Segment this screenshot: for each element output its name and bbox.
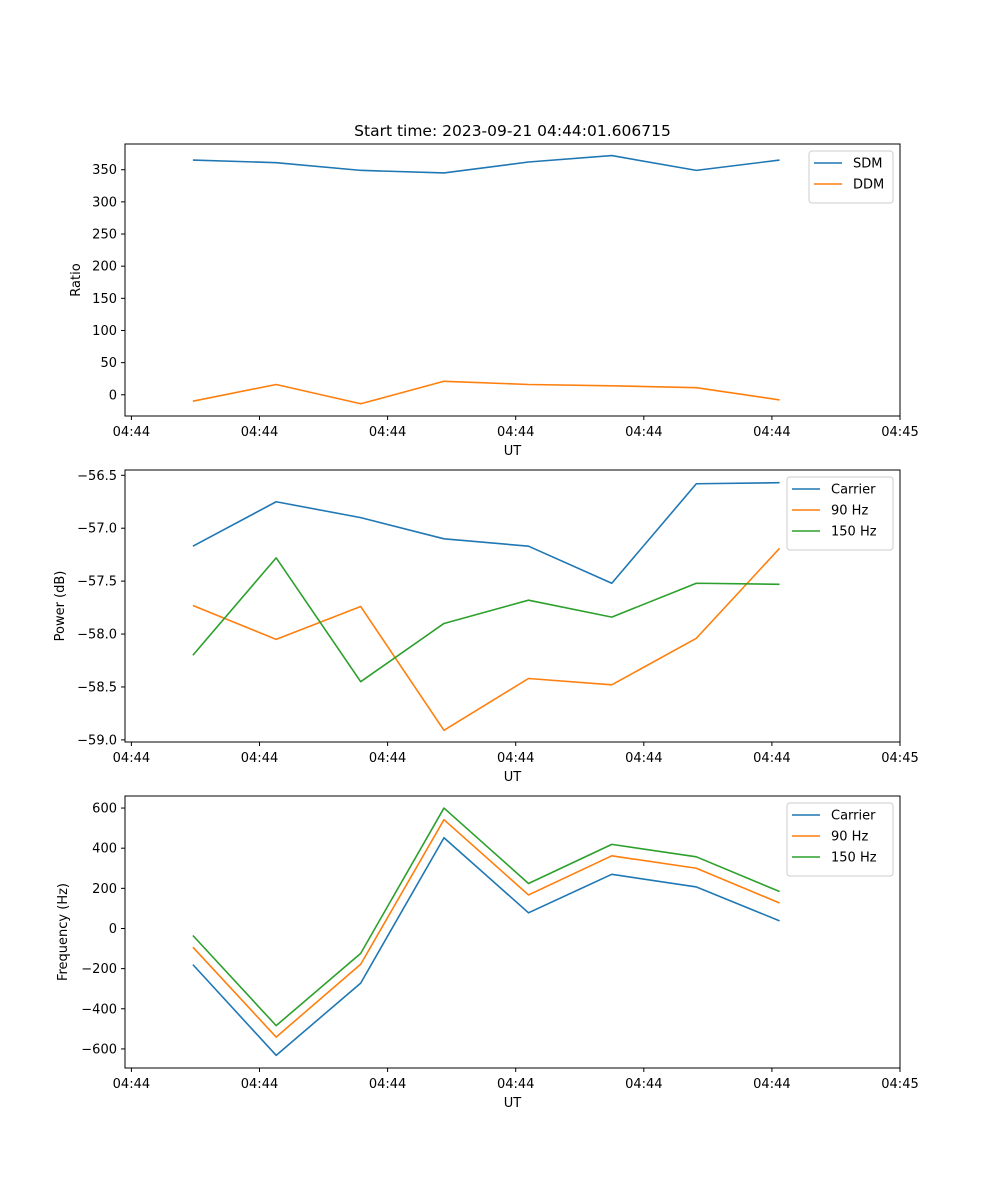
y-tick-label: −56.5 [77, 469, 117, 484]
y-tick-label: 200 [92, 260, 117, 275]
x-axis-label: UT [504, 444, 522, 459]
x-tick-label: 04:44 [753, 1077, 790, 1092]
x-tick-label: 04:44 [241, 425, 278, 440]
x-tick-label: 04:44 [369, 425, 406, 440]
series-line-ddm [192, 380, 780, 405]
y-tick-label: 0 [109, 922, 117, 937]
axes-frame [124, 143, 901, 417]
plot-panel-1: 04:44 04:44 04:44 04:44 04:44 04:44 04:45 0 50 10… [69, 143, 919, 459]
axes-frame [124, 469, 901, 743]
x-tick-label: 04:44 [241, 1077, 278, 1092]
series-line-90-hz [192, 547, 781, 732]
y-tick-label: −200 [81, 962, 117, 977]
y-tick-label: 400 [92, 842, 117, 857]
series-line-sdm [192, 154, 780, 174]
y-tick-label: 600 [92, 802, 117, 817]
series-line-carrier [192, 481, 780, 585]
legend-label: 90 Hz [831, 830, 868, 845]
legend: SDM DDM [808, 150, 894, 204]
y-axis-label: Frequency (Hz) [56, 883, 71, 981]
y-tick-label: 200 [92, 882, 117, 897]
y-tick-label: −57.5 [77, 575, 117, 590]
x-tick-label: 04:44 [113, 425, 150, 440]
y-tick-label: −59.0 [77, 733, 117, 748]
legend-frame [808, 150, 894, 204]
legend-label: Carrier [831, 483, 876, 498]
x-tick-label: 04:45 [881, 751, 918, 766]
legend: Carrier 90 Hz 150 Hz [786, 802, 894, 877]
x-tick-label: 04:44 [369, 751, 406, 766]
legend-label: SDM [853, 157, 882, 172]
x-tick-label: 04:45 [881, 1077, 918, 1092]
legend-label: 150 Hz [831, 525, 877, 540]
legend-label: Carrier [831, 809, 876, 824]
y-axis-label: Power (dB) [53, 571, 68, 642]
series-line-carrier [192, 836, 780, 1057]
x-tick-label: 04:44 [625, 1077, 662, 1092]
x-tick-label: 04:44 [625, 425, 662, 440]
x-tick-label: 04:44 [497, 425, 534, 440]
x-tick-label: 04:44 [497, 1077, 534, 1092]
x-tick-label: 04:44 [369, 1077, 406, 1092]
legend-label: 150 Hz [831, 851, 877, 866]
y-tick-label: 350 [92, 163, 117, 178]
x-tick-label: 04:44 [241, 751, 278, 766]
y-tick-label: −600 [81, 1042, 117, 1057]
y-tick-label: 100 [92, 324, 117, 339]
y-tick-label: −57.0 [77, 522, 117, 537]
x-tick-label: 04:44 [753, 751, 790, 766]
series-line-90-hz [192, 818, 780, 1038]
y-tick-label: 0 [109, 388, 117, 403]
axes-frame [124, 795, 901, 1069]
x-axis-label: UT [504, 1096, 522, 1111]
legend-label: DDM [853, 178, 884, 193]
legend: Carrier 90 Hz 150 Hz [786, 476, 894, 551]
y-tick-label: 50 [100, 356, 117, 371]
y-tick-label: −58.5 [77, 680, 117, 695]
plot-panel-3: 04:44 04:44 04:44 04:44 04:44 04:44 04:45 −600 −… [56, 795, 919, 1111]
series-line-150-hz [192, 807, 780, 1027]
chart-title: Start time: 2023-09-21 04:44:01.606715 [354, 122, 671, 140]
x-axis-label: UT [504, 770, 522, 785]
y-tick-label: 250 [92, 228, 117, 243]
x-tick-label: 04:44 [113, 1077, 150, 1092]
x-tick-label: 04:44 [113, 751, 150, 766]
x-tick-label: 04:45 [881, 425, 918, 440]
y-tick-label: 150 [92, 292, 117, 307]
x-tick-label: 04:44 [497, 751, 534, 766]
y-tick-label: 300 [92, 195, 117, 210]
legend-label: 90 Hz [831, 504, 868, 519]
series-line-150-hz [192, 557, 780, 683]
y-tick-label: −58.0 [77, 628, 117, 643]
x-tick-label: 04:44 [753, 425, 790, 440]
y-axis-label: Ratio [69, 263, 84, 296]
y-tick-label: −400 [81, 1002, 117, 1017]
x-tick-label: 04:44 [625, 751, 662, 766]
plot-panel-2: 04:44 04:44 04:44 04:44 04:44 04:44 04:45 −59.0… [53, 469, 919, 785]
